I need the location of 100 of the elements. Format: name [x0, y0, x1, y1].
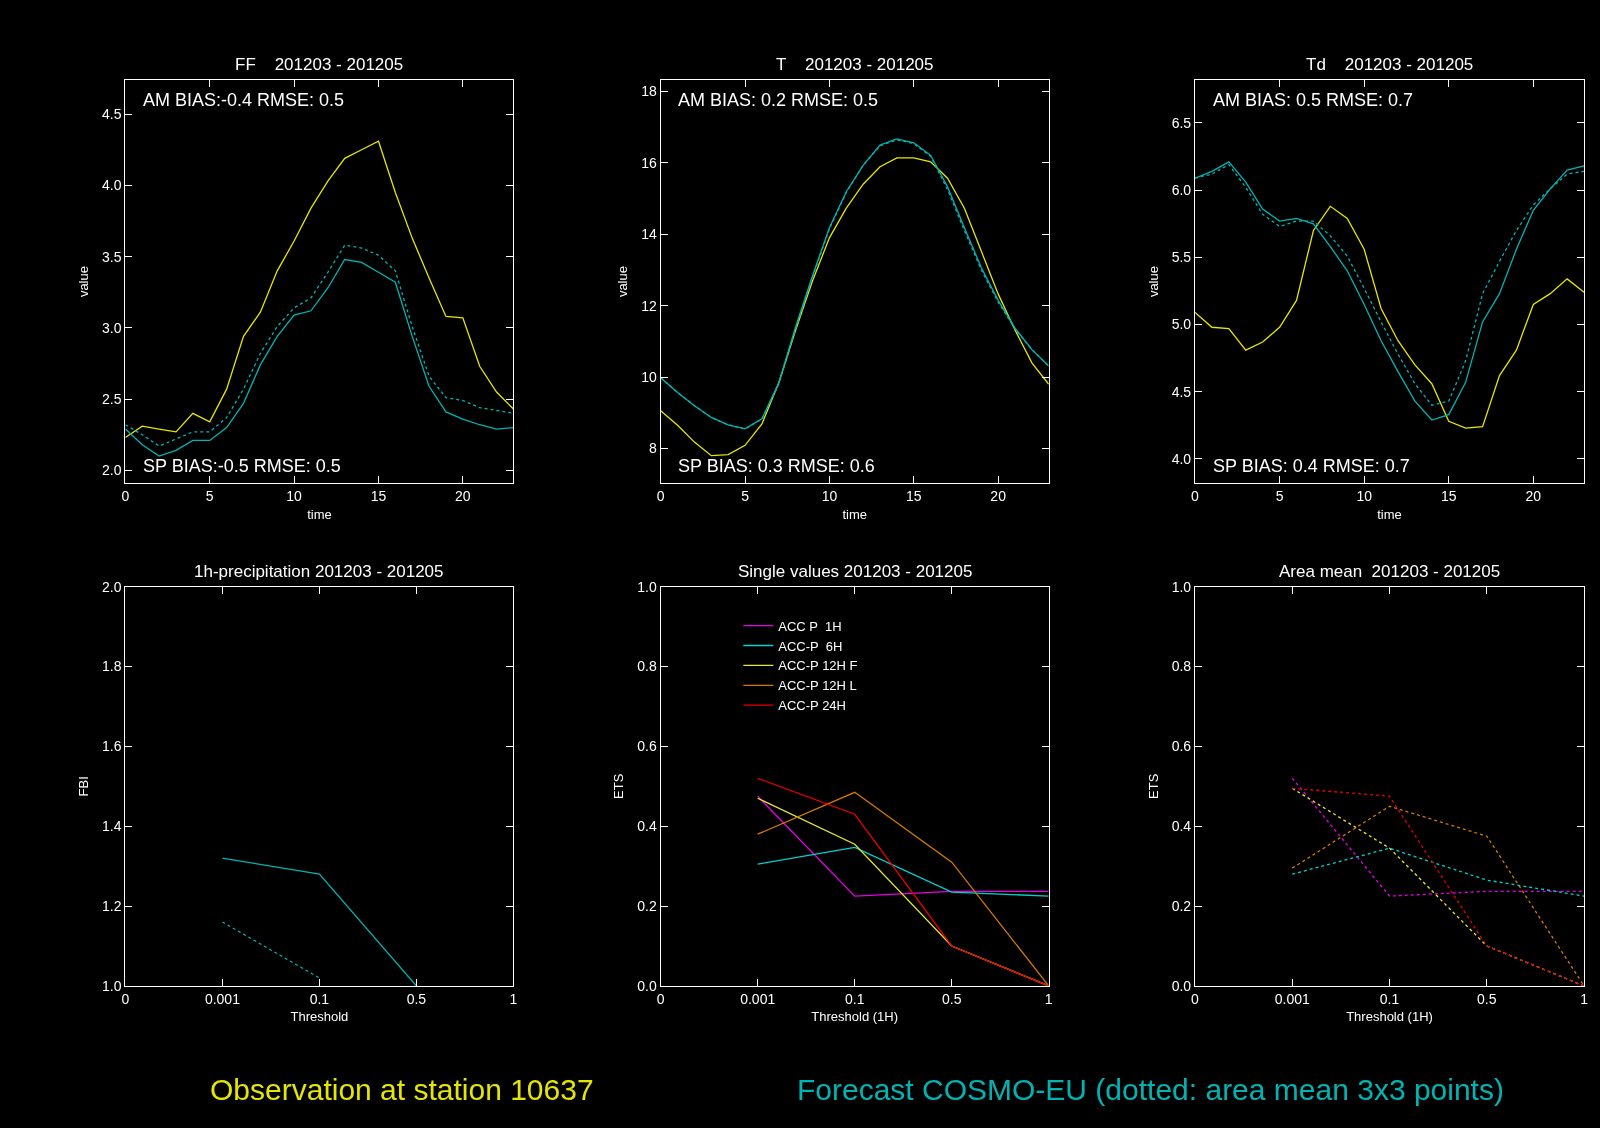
- y-axis-title: ETS: [1145, 773, 1161, 799]
- y-tick-label: 6.0: [1171, 182, 1192, 199]
- y-tick-label: 14: [641, 226, 658, 243]
- y-tick-label: 10: [641, 368, 658, 385]
- x-tick-label: 0: [121, 990, 130, 1007]
- y-tick-label: 1.6: [102, 738, 122, 755]
- annotation: SP BIAS: 0.3 RMSE: 0.6: [678, 456, 875, 476]
- annotation: AM BIAS: 0.5 RMSE: 0.7: [1213, 90, 1414, 110]
- y-tick-label: 1.0: [637, 578, 658, 595]
- x-tick-label: 1: [509, 990, 518, 1007]
- text: Observation at station 10637: [210, 1073, 594, 1106]
- x-tick-label: 0.001: [1274, 990, 1310, 1007]
- x-tick-label: 0: [121, 488, 130, 505]
- y-tick-label: 0.8: [637, 658, 658, 675]
- y-axis-title: FBI: [75, 776, 91, 797]
- x-tick-label: 20: [455, 488, 471, 505]
- line-series: [757, 846, 1049, 897]
- x-tick-label: 20: [990, 488, 1007, 505]
- annotation: AM BIAS:-0.4 RMSE: 0.5: [143, 90, 345, 110]
- x-tick-label: 1: [1580, 990, 1589, 1007]
- line-series: [1291, 847, 1585, 897]
- y-tick-label: 4.0: [102, 177, 122, 194]
- annotation: SP BIAS: 0.4 RMSE: 0.7: [1213, 456, 1410, 476]
- y-axis-title: value: [1145, 266, 1161, 298]
- x-tick-label: 0: [656, 488, 665, 505]
- y-tick-label: 4.5: [1171, 383, 1192, 400]
- x-axis-title: Threshold: [290, 1009, 349, 1025]
- y-axis-title: ETS: [611, 773, 627, 799]
- x-tick-label: 0: [1191, 990, 1200, 1007]
- y-tick-label: 4.5: [102, 106, 122, 123]
- line-series: [125, 140, 514, 439]
- chart-title: FF 201203 - 201205: [235, 55, 404, 74]
- x-tick-label: 0.5: [942, 990, 962, 1007]
- chart-title: 1h-precipitation 201203 - 201205: [194, 562, 444, 581]
- y-tick-label: 5.5: [1171, 249, 1192, 266]
- y-tick-label: 0.0: [637, 977, 658, 994]
- y-tick-label: 3.5: [102, 248, 122, 265]
- y-tick-label: 0.2: [1171, 897, 1192, 914]
- legend-label: ACC P 1H: [778, 618, 842, 634]
- x-tick-label: 0: [656, 990, 665, 1007]
- annotation: SP BIAS:-0.5 RMSE: 0.5: [143, 456, 341, 476]
- x-tick-label: 0.5: [406, 990, 427, 1007]
- y-tick-label: 2.0: [102, 462, 122, 479]
- x-axis-title: time: [842, 506, 868, 522]
- y-tick-label: 1.0: [102, 977, 122, 994]
- y-tick-label: 0.6: [1171, 738, 1192, 755]
- x-tick-label: 10: [821, 488, 838, 505]
- y-tick-label: 1.8: [102, 658, 122, 675]
- x-axis-title: time: [1377, 506, 1402, 522]
- chart-title: T 201203 - 201205: [776, 55, 934, 74]
- chart-title: Area mean 201203 - 201205: [1279, 562, 1501, 581]
- y-tick-label: 1.0: [1171, 578, 1192, 595]
- annotation: AM BIAS: 0.2 RMSE: 0.5: [678, 90, 879, 110]
- x-tick-label: 5: [1275, 488, 1284, 505]
- y-tick-label: 4.0: [1171, 450, 1192, 467]
- y-tick-label: 0.6: [637, 738, 658, 755]
- legend-label: ACC-P 12H F: [778, 658, 858, 674]
- y-axis-title: value: [75, 266, 91, 298]
- line-series: [1195, 205, 1585, 429]
- text: Forecast COSMO-EU (dotted: area mean 3x3 points): [797, 1073, 1504, 1106]
- chart-title: Td 201203 - 201205: [1306, 55, 1474, 74]
- x-tick-label: 20: [1525, 488, 1542, 505]
- x-tick-label: 5: [205, 488, 214, 505]
- x-tick-label: 0.5: [1477, 990, 1497, 1007]
- x-tick-label: 1: [1044, 990, 1053, 1007]
- x-axis-title: Threshold (1H): [811, 1009, 899, 1025]
- legend-label: ACC-P 6H: [778, 638, 843, 654]
- chart-title: Single values 201203 - 201205: [738, 562, 973, 581]
- x-tick-label: 0.1: [1379, 990, 1400, 1007]
- x-tick-label: 0.001: [204, 990, 241, 1007]
- y-tick-label: 5.0: [1171, 316, 1192, 333]
- y-tick-label: 0.4: [1171, 818, 1192, 835]
- x-tick-label: 10: [1356, 488, 1373, 505]
- x-tick-label: 0.001: [740, 990, 776, 1007]
- y-tick-label: 0.2: [637, 897, 658, 914]
- x-axis-title: time: [307, 506, 332, 522]
- y-tick-label: 1.4: [102, 818, 122, 835]
- x-tick-label: 15: [905, 488, 922, 505]
- y-tick-label: 3.0: [102, 319, 122, 336]
- y-tick-label: 2.0: [102, 578, 122, 595]
- y-tick-label: 1.2: [102, 897, 122, 914]
- x-tick-label: 15: [1440, 488, 1457, 505]
- y-tick-label: 0.8: [1171, 658, 1192, 675]
- y-tick-label: 12: [641, 297, 658, 314]
- x-tick-label: 0.1: [309, 990, 330, 1007]
- x-tick-label: 5: [741, 488, 750, 505]
- y-tick-label: 0.4: [637, 818, 658, 835]
- y-tick-label: 18: [641, 83, 658, 100]
- legend-label: ACC-P 24H: [778, 698, 846, 714]
- x-tick-label: 0: [1191, 488, 1200, 505]
- legend-label: ACC-P 12H L: [778, 678, 857, 694]
- y-tick-label: 0.0: [1171, 977, 1192, 994]
- x-axis-title: Threshold (1H): [1346, 1009, 1433, 1025]
- x-tick-label: 15: [370, 488, 387, 505]
- y-tick-label: 8: [649, 440, 657, 457]
- y-tick-label: 16: [641, 154, 658, 171]
- y-tick-label: 2.5: [102, 391, 122, 407]
- y-axis-title: value: [615, 266, 631, 298]
- x-tick-label: 0.1: [845, 990, 865, 1007]
- x-tick-label: 10: [286, 488, 303, 505]
